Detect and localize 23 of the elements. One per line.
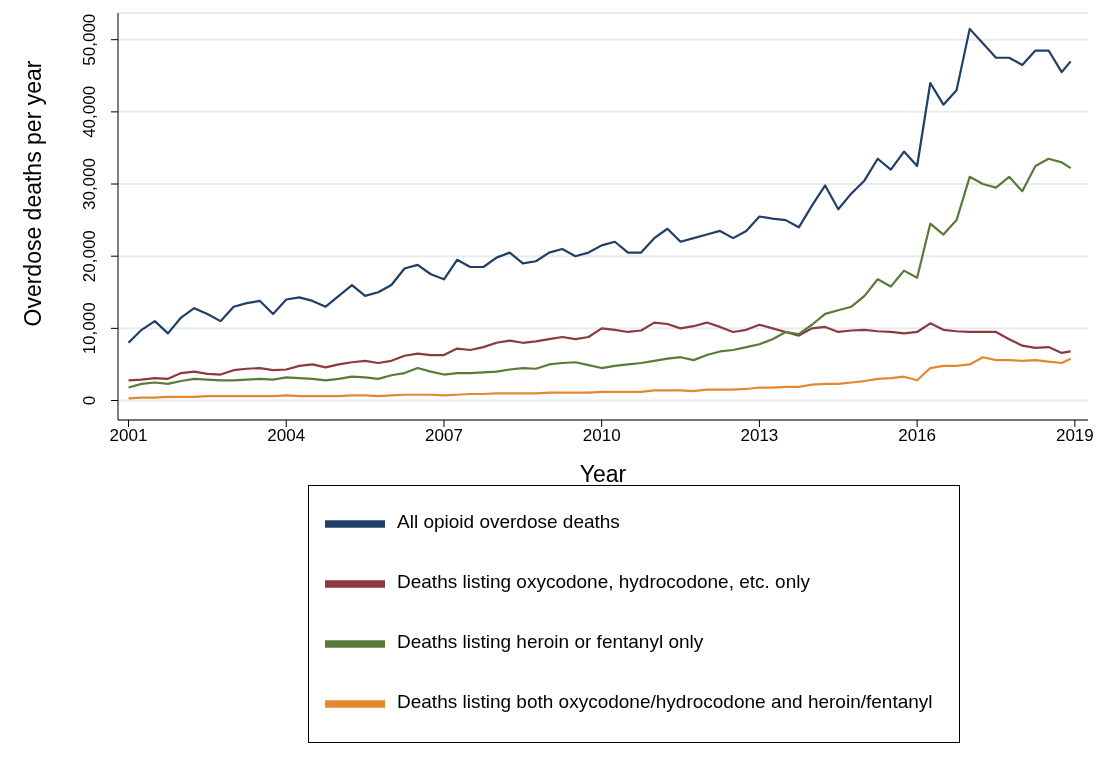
x-tick-label: 2016 — [898, 426, 937, 446]
x-tick-label: 2007 — [425, 426, 463, 446]
x-tick-label: 2019 — [1055, 426, 1094, 446]
x-tick-label: 2001 — [109, 426, 148, 446]
y-tick-label: 50,000 — [80, 13, 99, 66]
legend-label: All opioid overdose deaths — [397, 510, 620, 532]
line-series — [127, 321, 1072, 382]
x-tick-label: 2013 — [740, 426, 779, 446]
y-tick-label: 30,000 — [80, 158, 99, 211]
line-series — [127, 356, 1072, 400]
legend-label: Deaths listing oxycodone, hydrocodone, etc. only — [397, 570, 810, 592]
line-series — [127, 157, 1072, 389]
y-tick-label: 40,000 — [80, 85, 99, 138]
y-axis-title: Overdose deaths per year — [20, 60, 47, 327]
line-series — [127, 27, 1072, 344]
legend-label: Deaths listing both oxycodone/hydrocodone and heroin/fentanyl — [397, 690, 933, 712]
y-tick-label: 10,000 — [80, 302, 99, 355]
x-tick-label: 2010 — [582, 426, 621, 446]
x-axis-title: Year — [579, 461, 627, 487]
y-tick-label: 20,000 — [80, 230, 99, 283]
legend-label: Deaths listing heroin or fentanyl only — [397, 630, 704, 652]
x-tick-label: 2004 — [267, 426, 306, 446]
y-tick-label: 0 — [80, 395, 99, 406]
